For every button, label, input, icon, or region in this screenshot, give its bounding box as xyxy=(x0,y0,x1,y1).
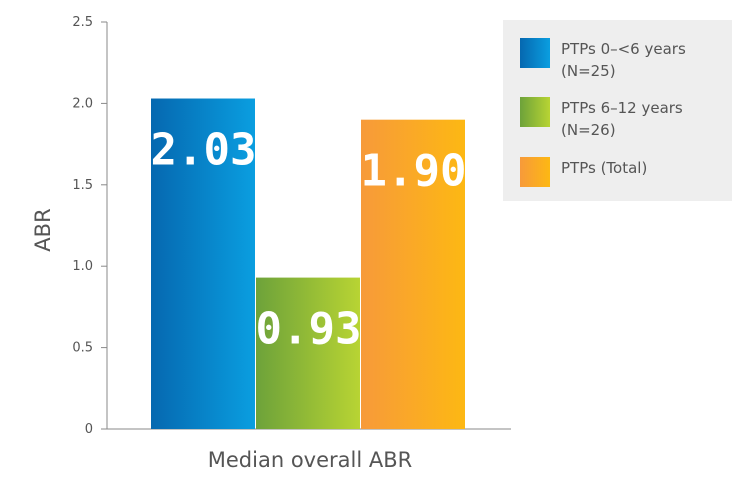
y-tick-label: 0 xyxy=(85,422,93,437)
x-axis-title: Median overall ABR xyxy=(208,448,412,472)
legend: PTPs 0–<6 years (N=25) PTPs 6–12 years (N=2… xyxy=(503,20,732,201)
y-tick-label: 1.0 xyxy=(72,259,93,274)
y-tick-label: 0.5 xyxy=(72,341,93,356)
legend-swatch xyxy=(520,97,550,127)
bar-series-1 xyxy=(151,98,255,430)
bar-series-2 xyxy=(256,277,360,429)
bar-group: 2.03 0.93 1.90 xyxy=(151,98,467,430)
bar-value-label: 0.93 xyxy=(256,304,362,355)
y-tick-label: 2.0 xyxy=(72,96,93,111)
y-tick-labels: 0 0.5 1.0 1.5 2.0 2.5 xyxy=(72,15,93,437)
bar-series-3 xyxy=(361,119,465,430)
legend-label: PTPs (Total) xyxy=(561,159,647,177)
y-tick-label: 2.5 xyxy=(72,15,93,30)
legend-swatch xyxy=(520,38,550,68)
y-tick-label: 1.5 xyxy=(72,178,93,193)
y-axis-title: ABR xyxy=(31,208,55,251)
legend-label: PTPs 6–12 years (N=26) xyxy=(561,99,683,139)
legend-label: PTPs 0–<6 years (N=25) xyxy=(561,40,686,80)
legend-swatch xyxy=(520,157,550,187)
bar-value-label: 1.90 xyxy=(361,146,467,197)
bar-value-label: 2.03 xyxy=(151,125,257,176)
